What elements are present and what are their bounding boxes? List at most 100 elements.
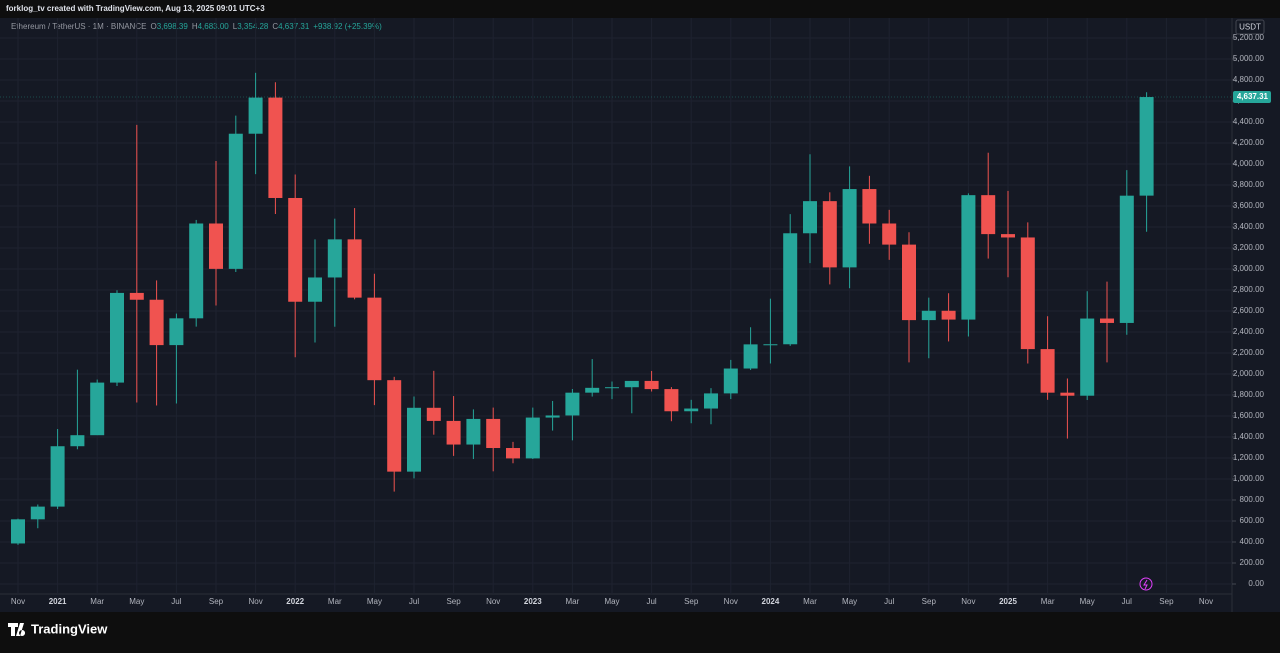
candle-body <box>961 195 976 320</box>
x-tick-label: Sep <box>684 597 699 606</box>
x-tick-label: May <box>1080 597 1095 606</box>
candle-body <box>882 223 897 245</box>
candle-body <box>723 368 738 394</box>
candle-body <box>11 519 25 544</box>
candle-body <box>486 418 501 449</box>
candle-body <box>842 189 857 268</box>
candle-body <box>1040 349 1055 393</box>
x-tick-label: 2023 <box>524 597 542 606</box>
y-tick-label: 2,800.00 <box>1233 285 1265 294</box>
candle-body <box>426 407 441 421</box>
y-tick-label: 200.00 <box>1240 558 1265 567</box>
grid <box>0 18 1232 594</box>
candle-body <box>565 392 580 416</box>
x-tick-label: Jul <box>646 597 656 606</box>
x-tick-label: Nov <box>724 597 738 606</box>
candle-body <box>862 189 877 224</box>
y-tick-label: 5,000.00 <box>1233 54 1265 63</box>
y-tick-label: 4,200.00 <box>1233 138 1265 147</box>
y-tick-label: 600.00 <box>1240 516 1265 525</box>
x-tick-label: May <box>842 597 857 606</box>
currency: USDT <box>1239 23 1261 32</box>
candle-body <box>605 387 619 389</box>
candle-body <box>664 389 679 412</box>
x-tick-label: 2024 <box>762 597 780 606</box>
brand-name: TradingView <box>31 621 108 636</box>
brand-logo <box>8 623 26 636</box>
candle-body <box>902 244 916 321</box>
candle-body <box>803 201 817 234</box>
candle-body <box>941 310 956 320</box>
candle-body <box>466 418 481 445</box>
ohlc-legend: O 3,698.39 H 4,683.00 L 3,354.28 C 4,637.31 +938… <box>150 22 382 31</box>
candle-body <box>743 344 758 369</box>
symbol: Ethereum / TetherUS · 1M · BINANCE <box>11 22 146 31</box>
legend-value: +938.92 (+25.39%) <box>313 22 382 31</box>
last-price-label: 4,637.31 <box>1237 92 1269 101</box>
candle-body <box>1060 392 1075 396</box>
candle-body <box>248 97 263 134</box>
candle-body <box>268 97 283 198</box>
x-tick-label: Sep <box>209 597 224 606</box>
candle-body <box>50 446 65 507</box>
candle-body <box>288 197 303 302</box>
x-tick-label: Mar <box>90 597 104 606</box>
x-tick-label: Jul <box>884 597 894 606</box>
y-tick-label: 2,400.00 <box>1233 327 1265 336</box>
event-icon[interactable] <box>1139 577 1153 591</box>
candle-body <box>506 448 520 459</box>
y-tick-label: 3,400.00 <box>1233 222 1265 231</box>
y-tick-label: 3,800.00 <box>1233 180 1265 189</box>
y-tick-label: 1,800.00 <box>1233 390 1265 399</box>
candle-body <box>763 344 778 346</box>
x-tick-label: 2021 <box>49 597 67 606</box>
event-icon-bolt <box>1143 579 1148 590</box>
legend-key: C <box>272 22 278 31</box>
candle-body <box>525 417 540 459</box>
candle-body <box>644 380 659 390</box>
y-tick-label: 1,400.00 <box>1233 432 1265 441</box>
legend-value: 3,698.39 <box>157 22 189 31</box>
candle-body <box>90 382 105 436</box>
y-tick-label: 1,000.00 <box>1233 474 1265 483</box>
x-tick-label: 2025 <box>999 597 1017 606</box>
candle-body <box>327 239 342 278</box>
candle-body <box>189 223 204 319</box>
last-price-box <box>1233 91 1271 104</box>
x-tick-label: Sep <box>922 597 937 606</box>
chart-panel <box>0 18 1280 612</box>
x-tick-label: 2022 <box>286 597 304 606</box>
candle-body <box>308 277 322 302</box>
y-tick-label: 1,600.00 <box>1233 411 1265 420</box>
candle-body <box>1139 97 1154 196</box>
x-tick-label: Nov <box>248 597 262 606</box>
y-tick-label: 400.00 <box>1240 537 1265 546</box>
candle-body <box>684 408 699 412</box>
x-tick-label: Mar <box>566 597 580 606</box>
y-tick-label: 2,000.00 <box>1233 369 1265 378</box>
x-tick-label: Sep <box>446 597 461 606</box>
candle-body <box>228 133 243 269</box>
y-tick-label: 2,600.00 <box>1233 306 1265 315</box>
candle-body <box>387 380 402 472</box>
candle-body <box>704 393 718 409</box>
y-tick-label: 4,400.00 <box>1233 117 1265 126</box>
x-tick-label: Nov <box>11 597 25 606</box>
axes: 0.00 200.00 400.00 600.00 800.00 1,000.00 1,20… <box>11 33 1271 606</box>
candle-body <box>1100 318 1114 323</box>
candle-body <box>783 233 798 345</box>
candle-body <box>209 223 223 269</box>
legend-key: H <box>192 22 198 31</box>
legend-key: L <box>233 22 238 31</box>
candle-body <box>347 239 362 298</box>
y-tick-label: 800.00 <box>1240 495 1265 504</box>
candle-body <box>446 420 461 445</box>
header-text: forklog_tv created with TradingView.com,… <box>6 4 265 13</box>
candle-body <box>169 318 184 346</box>
y-tick-label: 3,200.00 <box>1233 243 1265 252</box>
x-tick-label: Nov <box>961 597 975 606</box>
candles <box>11 72 1154 545</box>
y-tick-label: 5,200.00 <box>1233 33 1265 42</box>
